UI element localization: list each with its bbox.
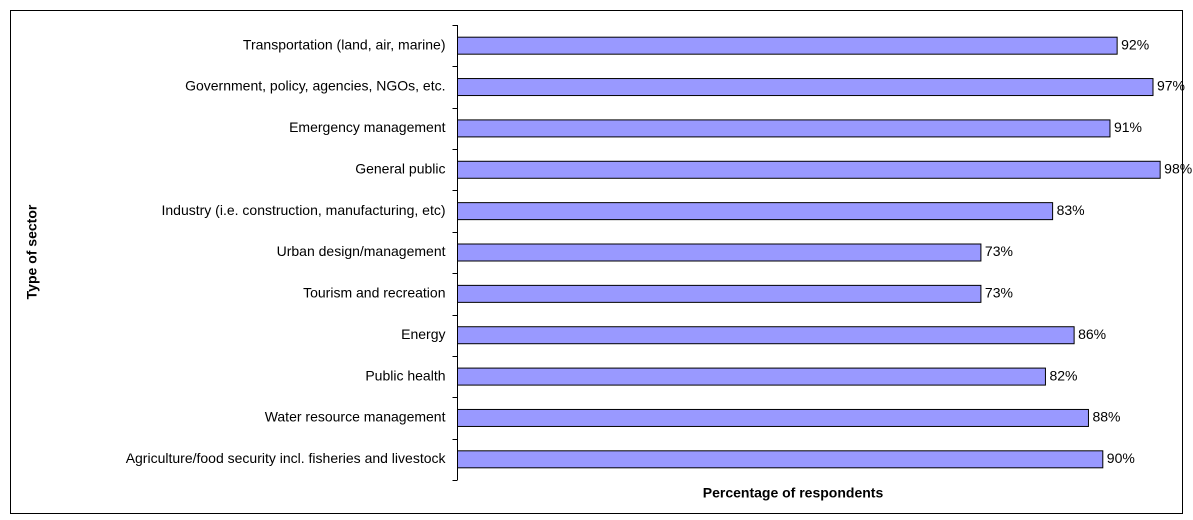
y-tick-label: Urban design/management [277,243,446,259]
x-axis-label: Percentage of respondents [703,485,884,501]
y-tick-label: Industry (i.e. construction, manufacturi… [161,202,445,218]
y-tick-label: Energy [401,326,445,342]
data-label: 88% [1092,409,1120,425]
bar [457,36,1118,55]
y-tick-label: Transportation (land, air, marine) [243,36,446,52]
data-label: 90% [1107,450,1135,466]
bar [457,367,1046,386]
data-label: 73% [985,243,1013,259]
data-label: 86% [1078,326,1106,342]
y-tick-label: Water resource management [265,409,446,425]
bar [457,284,982,303]
bar [457,326,1075,345]
data-label: 91% [1114,119,1142,135]
y-tick-label: Tourism and recreation [303,285,445,301]
data-label: 98% [1164,160,1192,176]
data-label: 73% [985,285,1013,301]
y-tick-label: Public health [365,367,445,383]
bar [457,450,1104,469]
data-label: 92% [1121,36,1149,52]
y-tick-label: Government, policy, agencies, NGOs, etc. [185,78,445,94]
bar [457,160,1161,179]
bar [457,202,1054,221]
bar [457,243,982,262]
y-tick-label: Emergency management [289,119,446,135]
data-label: 82% [1049,367,1077,383]
y-tick-label: General public [355,160,445,176]
bar [457,408,1089,427]
y-axis-label: Type of sector [24,204,40,299]
y-tick-label: Agriculture/food security incl. fisherie… [126,450,447,466]
bar [457,119,1111,138]
data-label: 83% [1057,202,1085,218]
data-label: 97% [1157,78,1185,94]
bar [457,78,1154,97]
